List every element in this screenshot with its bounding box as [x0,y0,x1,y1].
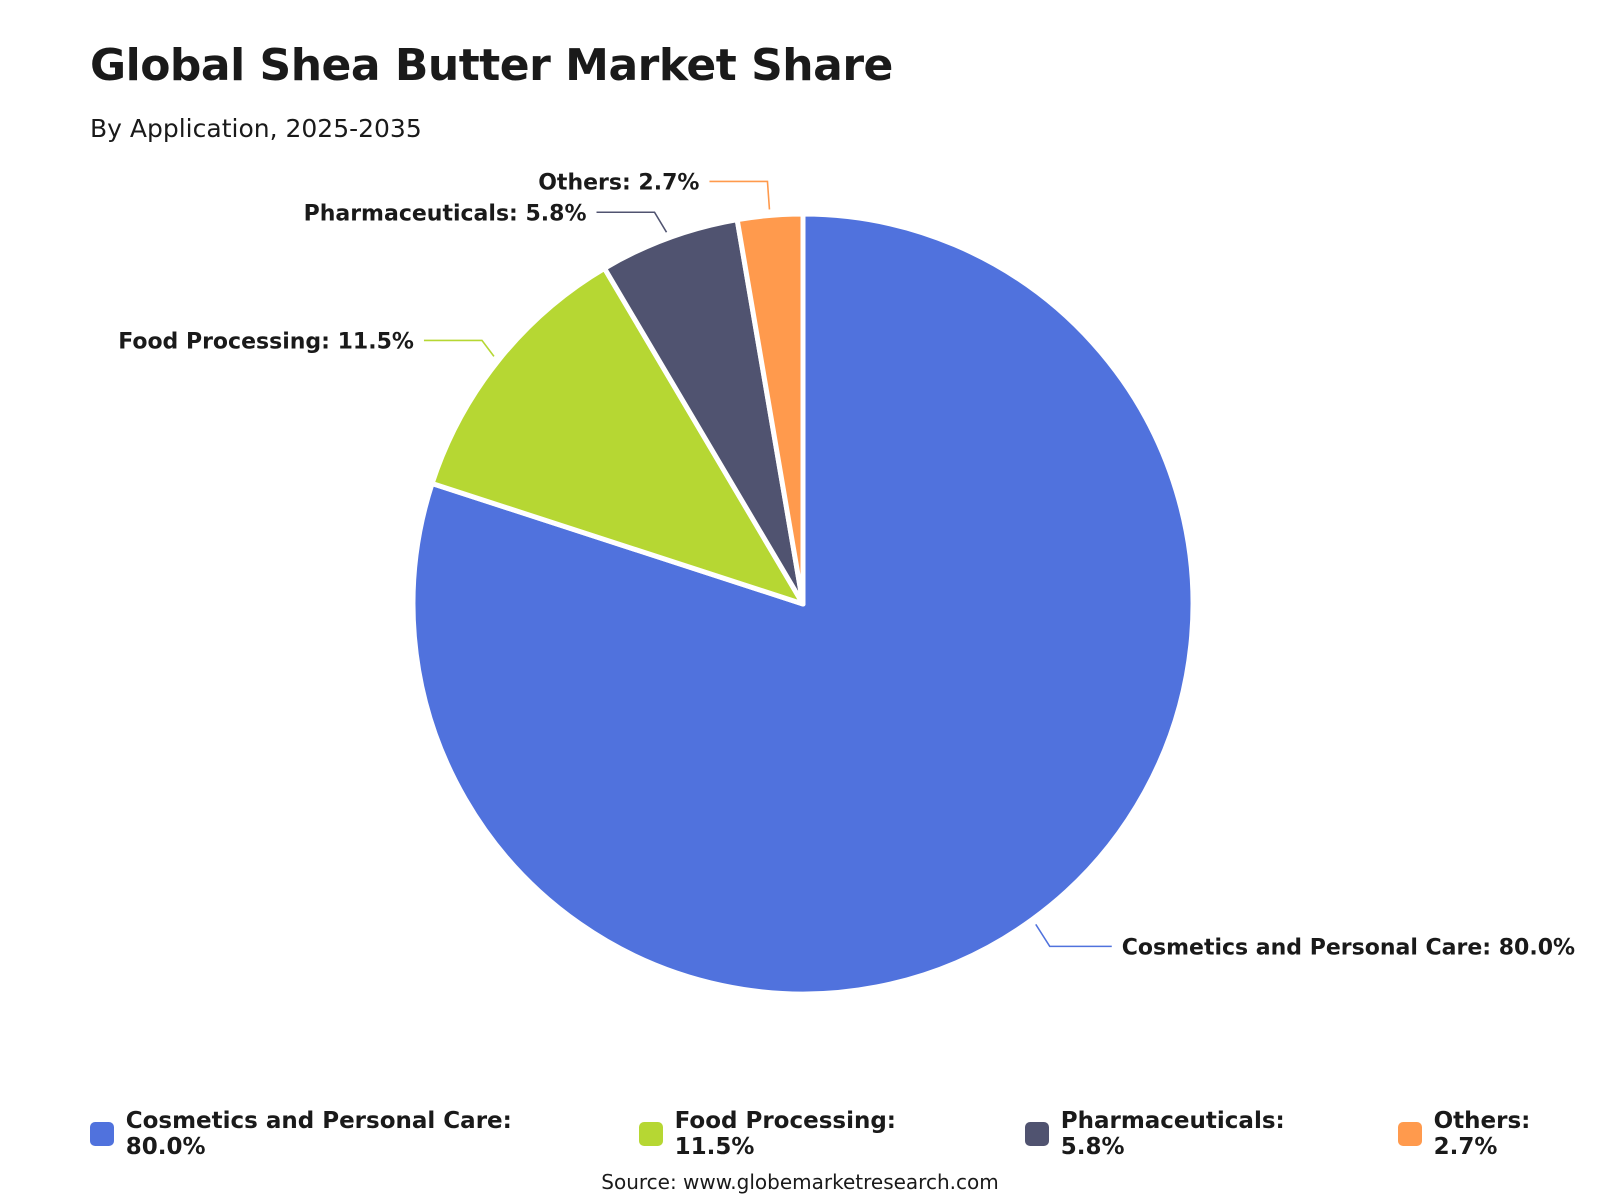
legend-label: Cosmetics and Personal Care: 80.0% [125,1108,512,1160]
legend-label: Others: 2.7% [1433,1108,1531,1160]
leader-lines [423,180,1112,948]
legend-item: Pharmaceuticals: 5.8% [1025,1108,1353,1160]
legend-swatch [90,1122,114,1146]
legend-swatch [1397,1122,1422,1146]
chart-subtitle: By Application, 2025-2035 [90,114,422,143]
legend-item: Food Processing: 11.5% [638,1108,980,1160]
legend-label: Food Processing: 11.5% [674,1108,896,1160]
leader-line [423,339,495,357]
pie-slice-food-processing [429,265,806,607]
leader-line [1035,923,1112,948]
pie-slices [410,211,1196,997]
slice-label: Food Processing: 11.5% [118,329,414,354]
source-note: Source: www.globemarketresearch.com [601,1170,999,1194]
chart-legend: Cosmetics and Personal Care: 80.0% Food P… [90,1108,1600,1160]
slice-label: Cosmetics and Personal Care: 80.0% [1122,935,1575,960]
legend-swatch [1025,1122,1049,1146]
pie-chart: Cosmetics and Personal Care: 80.0% Food P… [118,170,1576,997]
legend-swatch [638,1122,663,1146]
leader-line [596,211,668,233]
pie-slice-others [734,211,806,607]
legend-item: Cosmetics and Personal Care: 80.0% [90,1108,594,1160]
slice-labels: Cosmetics and Personal Care: 80.0% Food P… [118,170,1575,960]
legend-label: Pharmaceuticals: 5.8% [1060,1108,1285,1160]
slice-label: Others: 2.7% [538,170,699,195]
legend-item: Others: 2.7% [1397,1108,1600,1160]
chart-title: Global Shea Butter Market Share [90,40,893,91]
leader-line [709,180,771,210]
slice-label: Pharmaceuticals: 5.8% [304,201,587,226]
